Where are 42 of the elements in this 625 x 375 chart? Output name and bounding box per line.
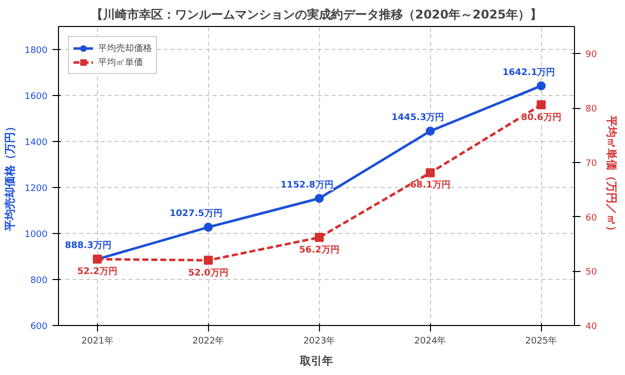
y2-tick-label: 70 [586,158,598,169]
x-tick-label: 2024年 [414,336,446,346]
data-label: 888.3万円 [64,240,112,252]
chart-title: 【川崎市幸区：ワンルームマンションの実成約データ推移（2020年～2025年）】 [91,8,542,22]
x-tick-label: 2021年 [81,336,114,346]
point [536,100,546,110]
point [426,126,435,136]
y2-tick-label: 90 [586,50,598,60]
y2-axis-title: 平均㎡単価（万円／㎡） [604,114,618,236]
point [426,168,435,178]
data-label: 1642.1万円 [502,66,556,78]
y-tick-label: 800 [30,276,48,286]
y-tick-label: 1400 [24,138,48,148]
data-label: 80.6万円 [521,112,562,123]
y2-tick-label: 60 [586,213,598,224]
x-tick-label: 2022年 [192,336,224,346]
data-label: 1445.3万円 [392,112,444,124]
point [204,256,213,265]
point [536,81,546,90]
data-label: 56.2万円 [299,244,340,256]
y-tick-label: 1800 [24,46,48,56]
point [314,232,324,242]
y-tick-label: 600 [30,322,48,332]
x-axis-title: 取引年 [299,354,333,368]
data-label: 1152.8万円 [280,179,334,190]
point [204,222,213,232]
data-label: 1027.5万円 [170,208,222,220]
y2-tick-label: 40 [586,322,598,332]
data-label: 68.1万円 [410,180,450,191]
y2-tick-label: 50 [586,268,598,278]
x-tick-label: 2025年 [525,336,558,346]
data-label: 52.2万円 [77,266,118,278]
x-tick-label: 2023年 [303,336,336,346]
legend-label: 平均㎡単価 [98,56,143,69]
point [314,194,324,203]
y-axis-title: 平均売却価格（万円） [4,121,17,232]
data-label: 52.0万円 [188,267,228,278]
y-tick-label: 1200 [24,184,48,194]
y2-tick-label: 80 [586,104,598,115]
legend-label: 平均売却価格 [98,42,152,55]
y-tick-label: 1000 [24,230,48,240]
y-tick-label: 1600 [24,92,48,102]
